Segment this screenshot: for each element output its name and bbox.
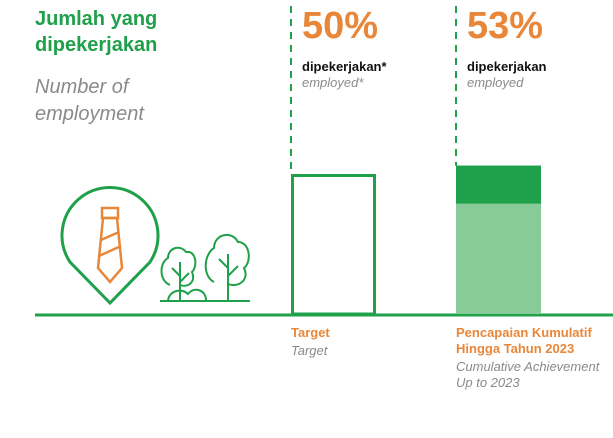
- category-label: Target: [291, 325, 330, 340]
- value-label: 50%: [302, 5, 379, 47]
- bar: [291, 174, 376, 316]
- subtitle: Number of employment: [35, 76, 144, 125]
- tie-icon: [96, 206, 124, 284]
- value-note: dipekerjakan*: [302, 59, 387, 74]
- category-label-en: Cumulative Achievement Up to 2023: [456, 359, 600, 390]
- bar-cap: [456, 165, 541, 204]
- title: Jumlah yang dipekerjakan: [35, 8, 158, 56]
- trees-icon: [160, 233, 250, 302]
- category-label: Pencapaian Kumulatif Hingga Tahun 2023: [456, 325, 592, 356]
- pin-icon: [60, 185, 160, 306]
- category-label-en: Target: [291, 343, 328, 358]
- value-note-en: employed: [467, 75, 524, 90]
- value-label: 53%: [467, 5, 544, 47]
- value-note-en: employed*: [302, 75, 364, 90]
- value-note: dipekerjakan: [467, 59, 547, 74]
